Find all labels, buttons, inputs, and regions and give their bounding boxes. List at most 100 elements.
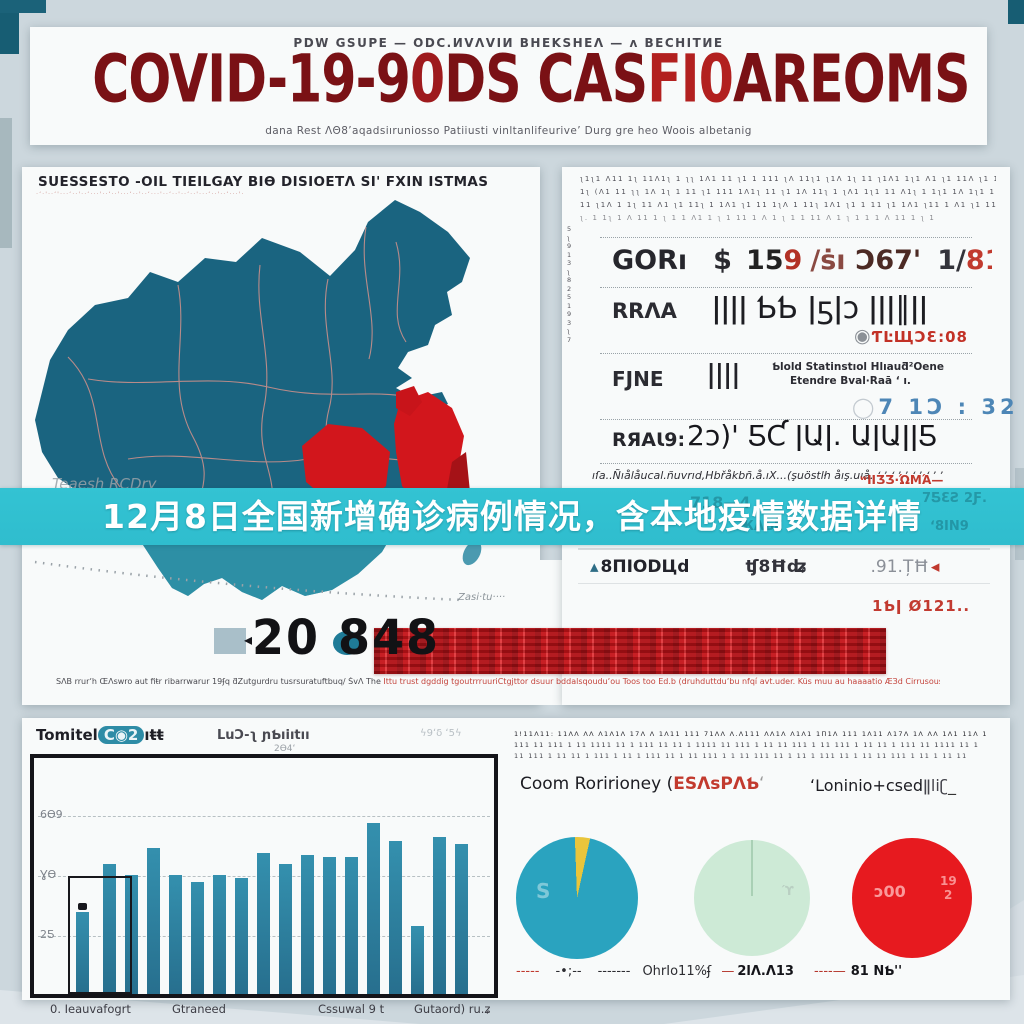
map-red-province-east <box>394 392 464 506</box>
text-fragment: ----- <box>516 964 540 979</box>
number-marker-arrow: ◂ <box>244 630 253 649</box>
stats-row-gori: GORı $159/ṡı Ɔ67' 1/816Ƒ <box>612 245 992 276</box>
stats-blue-number: ◯ 7 1Ɔ : 32 <box>852 395 1019 419</box>
corner-accent-top-left <box>0 0 19 54</box>
row-divider <box>578 583 990 584</box>
bar-series <box>42 766 488 994</box>
footnote-red: Ittu trust dgddig tgoutrrruuriCtgjttor d… <box>383 677 940 686</box>
pies-dotted-row: 111 11 111 1 11 1111 11 1 111 11 11 1 11… <box>514 741 980 749</box>
text-fragment: Ɔ67' <box>855 245 922 276</box>
text-fragment: _ <box>947 776 956 795</box>
stats-row3-label: FJNE <box>612 367 664 391</box>
text-fragment: ƬĿЩƆƐ:08 <box>871 328 968 346</box>
trend-dotted-curve <box>34 560 463 602</box>
banner-ghost-text: ЖΛƄË <box>738 519 783 534</box>
map-taiwan-island <box>462 540 482 566</box>
footnote-dark: SΛB rrurʼh ŒΛswro aut fiŧr ribarrwarur 1… <box>56 677 384 686</box>
bottom-card: Tomitel C◉2 ıŧŧ LuƆ-ʅ ɲƄıiıtıı 2Ɵ4ʻ ϟ9ʻδ… <box>22 718 1010 1016</box>
pies-dotted-row: 1!11Λ11: 11ΛΛ ΛΛ Λ1Λ1Λ 17Λ Λ 1Λ11 111 71… <box>514 730 988 738</box>
pie-inner-label: S <box>536 879 551 903</box>
text-fragment: OhrIo11%ʄ <box>642 964 712 979</box>
headline-text: 12月8日全国新增确诊病例情况，含本地疫情数据详情 <box>102 497 922 536</box>
y-axis-tick: 2Ƽ <box>40 928 55 941</box>
text-fragment: FI0 <box>647 40 734 118</box>
bar <box>411 925 424 994</box>
text-fragment: ʻLoninio+csed <box>810 776 924 795</box>
pie-header-right: ʻLoninio+csed ǁliʗ _ <box>810 776 1005 795</box>
bar <box>169 875 182 994</box>
text-fragment: 816Ƒ <box>965 245 992 276</box>
pie-stem-line <box>751 840 753 896</box>
x-axis-label: Cssuwal 9 t <box>318 1002 385 1016</box>
bar <box>191 882 204 994</box>
bar <box>301 854 314 994</box>
bar <box>213 875 226 994</box>
stats-row4-marks: 2ɔ)' ƼƇ ǀԱǀ. ԱǀԱǀǀƼ <box>687 419 937 452</box>
pie-header-left: Coom Roririoney (ESΛsPΛƄ ʻ <box>520 774 810 794</box>
text-fragment: 15 <box>745 245 784 276</box>
bar <box>389 841 402 994</box>
text-fragment: 1/ <box>937 245 966 276</box>
map-hainan-island <box>333 631 361 655</box>
header-small-top-text: PDW GSUPE — ODC.ИVΛVIИ BHEKSHEΛ — ʌ BECH… <box>293 36 724 50</box>
bar <box>76 902 89 994</box>
barchart-scribble: ϟ9ʻδ ʻ5ϟ <box>420 728 462 739</box>
banner-ghost-text: ʻ8IN9 <box>930 519 969 534</box>
y-axis-tick: ƔƟ <box>40 868 57 881</box>
text-fragment: AREOMS <box>732 40 970 118</box>
stats-red-stamp-2: ʷΙΙƷƷ·ΏΜΆ— <box>860 473 944 487</box>
pie-inner-label: 2 <box>944 888 953 902</box>
pie-chart-green: ϓ <box>694 840 810 956</box>
bar <box>433 836 446 994</box>
row-divider <box>578 548 990 550</box>
bar <box>147 848 160 994</box>
stats-row2-label: RRΛA <box>612 299 677 323</box>
stats-script-line: ıſa..Ñıålåucal.ñuvrıd,Hbřåkbñ.å.ıX...(şu… <box>592 469 944 482</box>
text-fragment: COVID-19-9 <box>92 40 411 118</box>
pie-chart-red: ɔ00 19 2 <box>852 838 972 958</box>
text-fragment: Coom Roririoney ( <box>520 774 674 794</box>
text-fragment: ʧ8Ħʥ <box>745 557 807 577</box>
map-header-subline: ·ʻ·'··ʻ'···ʻ··'··ʻ···'··ʻ··'···ʻ··'··ʻ··… <box>36 190 245 198</box>
pie-legend-row: ----- -•;-- ------- OhrIo11%ʄ —2lΛ.Λ13 ----— 8… <box>516 964 1008 979</box>
pie-inner-label: 19 <box>940 874 957 888</box>
bar <box>235 877 248 994</box>
pie-inner-label: ɔ00 <box>874 882 906 901</box>
text-fragment: .91.ȚĦ <box>870 557 929 577</box>
gridline <box>38 816 490 817</box>
barchart-plot-area: 6Ɵ9 ƔƟ 2Ƽ <box>30 754 498 998</box>
pie-chart-teal: S <box>516 837 638 959</box>
stats-row3-text2: Etendre Bval·Raā ʻ ı. <box>790 375 911 387</box>
text-fragment: 9 <box>783 245 803 276</box>
text-fragment: ıŧŧ <box>144 726 164 744</box>
text-fragment: 2lΛ.Λ13 <box>737 964 794 979</box>
pie-inner-label: ϓ <box>782 884 794 898</box>
number-marker-rect <box>214 628 246 654</box>
bar <box>345 857 358 994</box>
text-fragment: ◉ <box>854 325 872 347</box>
map-red-province-small <box>396 386 422 416</box>
dotted-separator <box>600 463 972 464</box>
stats-row2-stamp: ◉ ƬĿЩƆƐ:08 <box>854 325 968 347</box>
text-fragment: ◂ <box>930 557 940 577</box>
map-red-province-central <box>302 424 390 506</box>
x-axis-label: Gtraneed <box>172 1002 226 1016</box>
header-card: PDW GSUPE — ODC.ИVΛVIИ BHEKSHEΛ — ʌ BECH… <box>30 27 987 145</box>
x-axis-label: 0. Ieauvafogrt <box>50 1002 131 1016</box>
red-pixel-bar <box>374 628 886 674</box>
trend-caption: Zasi·tu···· <box>458 592 506 603</box>
bar <box>279 864 292 994</box>
y-axis-tick: 6Ɵ9 <box>40 808 63 821</box>
edge-strip-left <box>0 118 12 248</box>
corner-accent-top-right <box>1008 0 1024 24</box>
stats-dotted-row: ʅ. 1 1ʅ 1 Λ 11 1 ʅ 1 1 Λ1 1 ʅ 1 11 1 Λ 1… <box>580 214 936 222</box>
stats-dotted-row: 1ʅ (Λ1 11 ʅʅ 1Λ 1ʅ 1 11 ʅ1 111 1Λ1ʅ 11 ʅ… <box>580 188 996 196</box>
barchart-center-sub: 2Ɵ4ʻ <box>274 744 296 754</box>
stats-card: 5 ʅ 9 1 3 ʅ 8 2 5 1 9 3 ʅ 7 ʅ1ʅ1 Λ11 1ʅ … <box>562 167 1015 705</box>
x-axis-label: Gutaord) ru.ʑ <box>414 1002 491 1016</box>
text-fragment: ʻ <box>758 774 765 794</box>
map-header-text: SUESSESTO -OIL TIEILGAY BIƟ DISIOETΛ SI'… <box>38 174 489 190</box>
dotted-separator <box>600 353 972 354</box>
stats-dotted-row: 11 ʅ1Λ 1 1ʅ 11 Λ1 ʅ1 11ʅ 1 1Λ1 ʅ1 11 1ʅΛ… <box>580 201 996 209</box>
